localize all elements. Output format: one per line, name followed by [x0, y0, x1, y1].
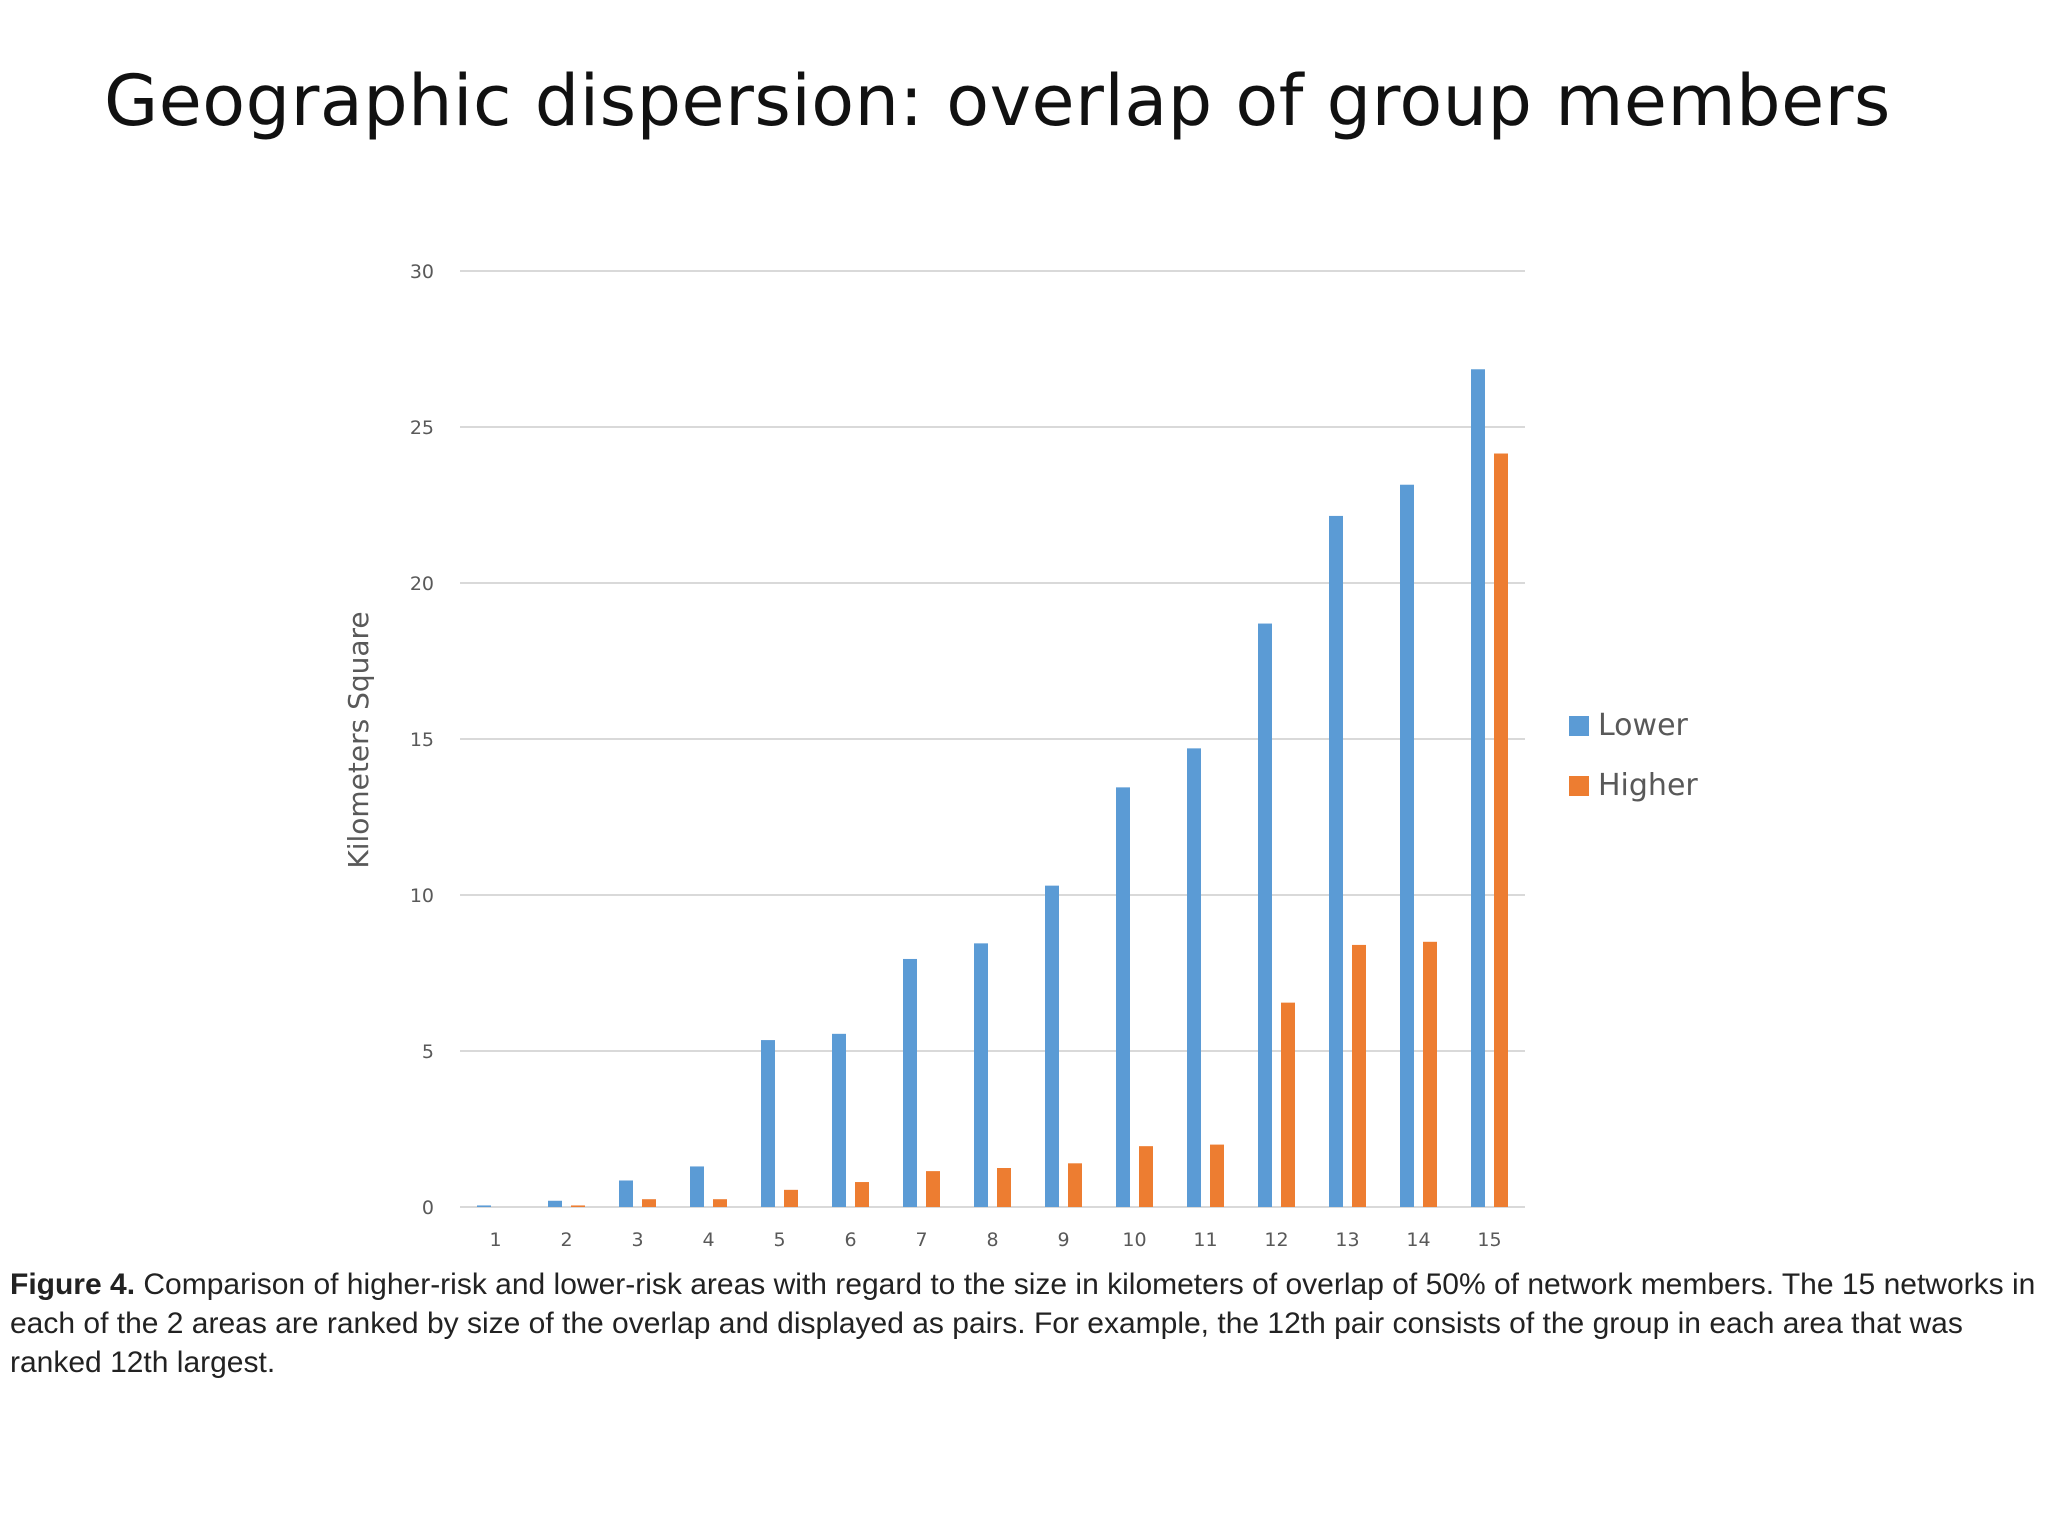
bar-lower-8	[974, 943, 988, 1207]
legend-swatch-lower	[1569, 716, 1589, 736]
bar-lower-1	[477, 1205, 491, 1207]
x-tick-label: 10	[1122, 1229, 1146, 1251]
bar-higher-15	[1494, 453, 1508, 1207]
bar-higher-4	[713, 1199, 727, 1207]
bar-lower-3	[619, 1180, 633, 1207]
bar-lower-15	[1471, 369, 1485, 1207]
bar-lower-5	[761, 1040, 775, 1207]
bar-higher-9	[1068, 1163, 1082, 1207]
x-tick-label: 14	[1406, 1229, 1430, 1251]
x-tick-label: 13	[1335, 1229, 1359, 1251]
x-tick-label: 6	[844, 1229, 856, 1251]
bar-lower-10	[1116, 787, 1130, 1207]
x-tick-label: 7	[915, 1229, 927, 1251]
x-tick-label: 5	[773, 1229, 785, 1251]
bar-higher-10	[1139, 1146, 1153, 1207]
slide-title: Geographic dispersion: overlap of group …	[104, 60, 1891, 142]
x-tick-label: 2	[560, 1229, 572, 1251]
y-tick-label: 5	[422, 1041, 434, 1063]
bar-lower-12	[1258, 623, 1272, 1207]
legend-label-lower: Lower	[1598, 708, 1689, 743]
bar-higher-8	[997, 1168, 1011, 1207]
figure-caption-text: Comparison of higher-risk and lower-risk…	[10, 1268, 2036, 1379]
y-axis-label: Kilometers Square	[342, 611, 375, 868]
x-tick-label: 1	[489, 1229, 501, 1251]
bar-lower-7	[903, 958, 917, 1207]
bar-lower-6	[832, 1033, 846, 1207]
y-tick-label: 25	[410, 417, 434, 439]
y-tick-label: 30	[410, 261, 434, 283]
y-tick-label: 10	[410, 885, 434, 907]
bar-higher-13	[1352, 944, 1366, 1207]
bar-higher-11	[1210, 1144, 1224, 1207]
figure-caption: Figure 4. Comparison of higher-risk and …	[10, 1265, 2040, 1382]
x-tick-label: 8	[986, 1229, 998, 1251]
bar-lower-11	[1187, 748, 1201, 1207]
x-tick-label: 3	[631, 1229, 643, 1251]
bar-higher-3	[642, 1199, 656, 1207]
x-tick-label: 11	[1193, 1229, 1217, 1251]
bar-lower-14	[1400, 484, 1414, 1208]
legend-label-higher: Higher	[1598, 768, 1698, 803]
y-axis-ticks: 0 5 10 15 20 25 30	[410, 261, 434, 1219]
y-tick-label: 15	[410, 729, 434, 751]
y-tick-label: 0	[422, 1197, 434, 1219]
bar-higher-2	[571, 1205, 585, 1207]
bar-lower-2	[548, 1200, 562, 1207]
x-tick-label: 9	[1057, 1229, 1069, 1251]
grid-lines	[460, 270, 1525, 1208]
legend: Lower Higher	[1569, 708, 1698, 803]
bar-higher-14	[1423, 941, 1437, 1207]
x-tick-label: 4	[702, 1229, 714, 1251]
bar-higher-5	[784, 1189, 798, 1207]
figure-label: Figure 4.	[10, 1268, 136, 1301]
legend-swatch-higher	[1569, 776, 1589, 796]
bar-higher-7	[926, 1171, 940, 1207]
bar-lower-4	[690, 1166, 704, 1207]
bar-lower-13	[1329, 515, 1343, 1207]
bar-higher-12	[1281, 1002, 1295, 1207]
x-axis-ticks: 1 2 3 4 5 6 7 8 9 10 11 12 13 14 15	[489, 1229, 1501, 1251]
bars	[477, 369, 1508, 1208]
x-tick-label: 15	[1477, 1229, 1501, 1251]
y-tick-label: 20	[410, 573, 434, 595]
bar-lower-9	[1045, 885, 1059, 1207]
bar-higher-6	[855, 1182, 869, 1207]
x-tick-label: 12	[1264, 1229, 1288, 1251]
